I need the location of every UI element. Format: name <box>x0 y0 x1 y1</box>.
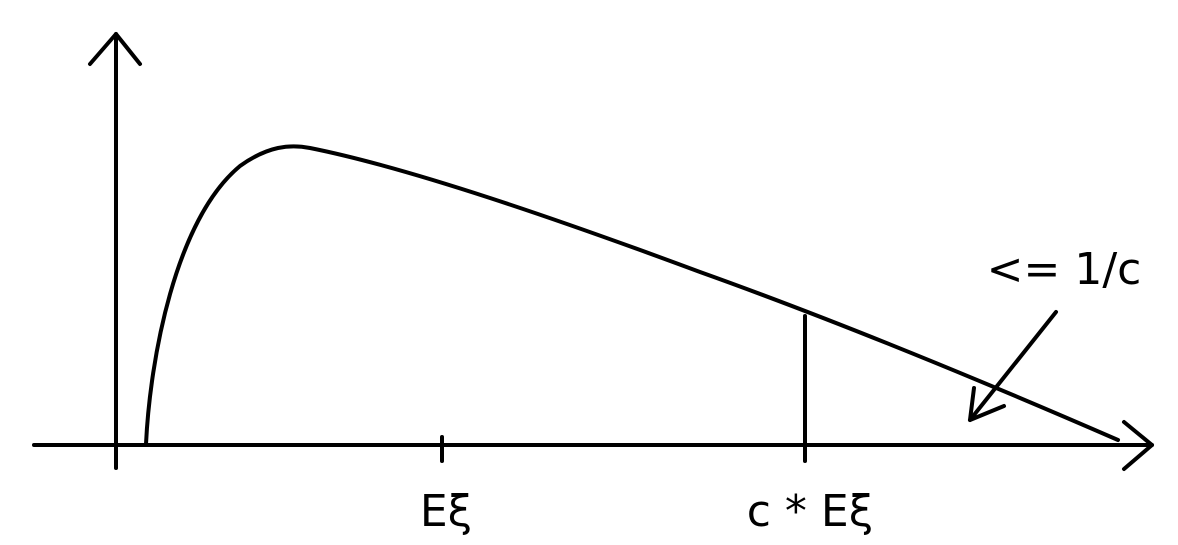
mean-label: Eξ <box>420 486 472 537</box>
threshold-label: c * Eξ <box>747 486 874 537</box>
density-curve <box>144 144 1120 446</box>
tail-probability-label: <= 1/c <box>987 244 1142 295</box>
annotation-arrow <box>968 310 1058 422</box>
y-axis-arrowhead <box>88 32 142 66</box>
x-axis-arrowhead <box>1122 420 1154 471</box>
annotation-arrowhead <box>968 386 1006 422</box>
